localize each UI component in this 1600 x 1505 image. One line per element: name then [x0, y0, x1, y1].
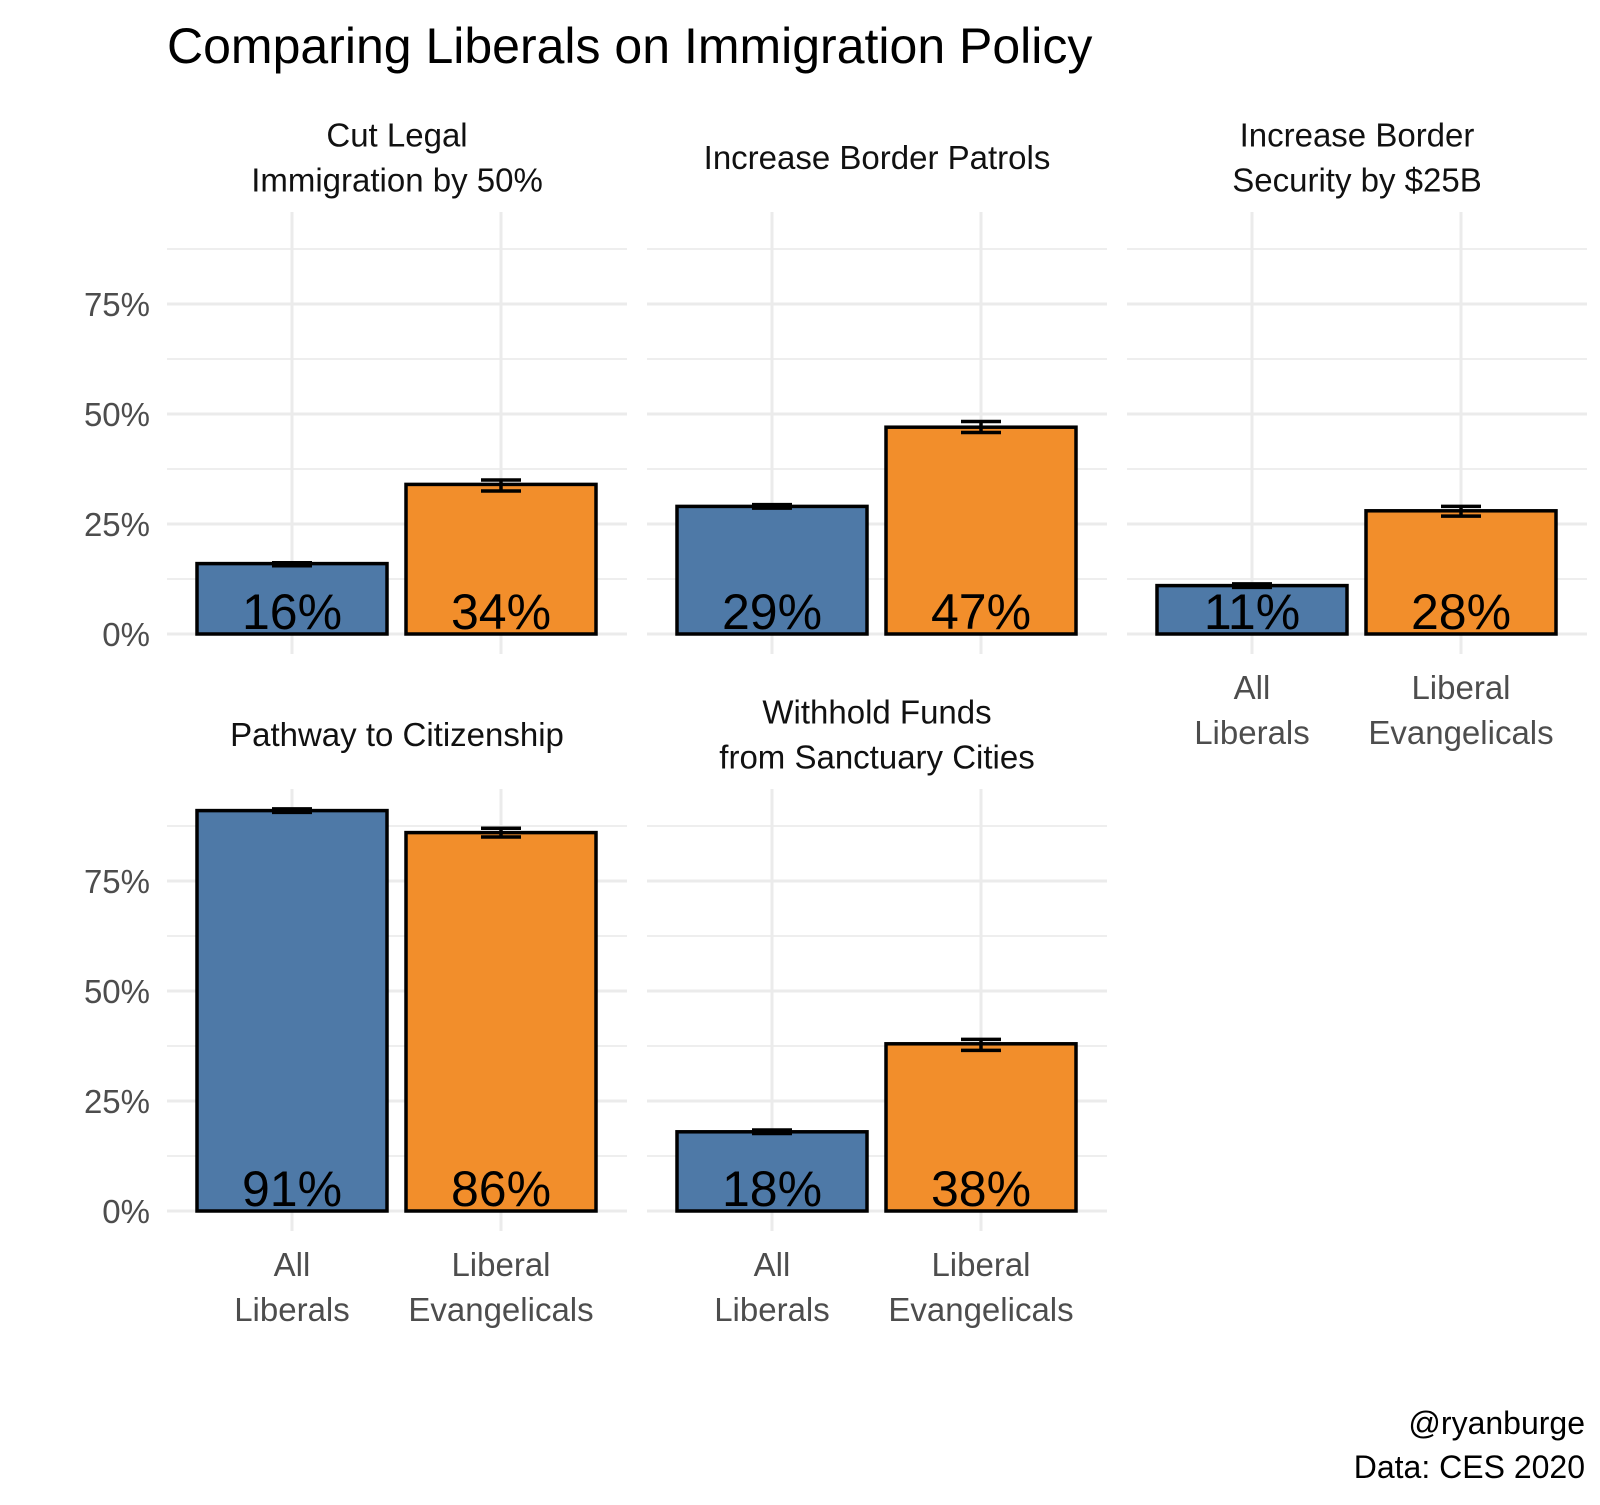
caption-source: Data: CES 2020	[1354, 1449, 1585, 1485]
x-tick-label: Liberal	[451, 1246, 550, 1283]
y-tick-label: 0%	[102, 1193, 150, 1230]
x-tick-label: Evangelicals	[1368, 714, 1553, 751]
bar	[1364, 509, 1558, 636]
bar	[404, 830, 598, 1213]
facet-title: Withhold Funds	[762, 694, 991, 731]
bar	[884, 1042, 1078, 1213]
bar-value-label: 34%	[451, 584, 551, 640]
bar-value-label: 47%	[931, 584, 1031, 640]
y-tick-label: 0%	[102, 616, 150, 653]
bar-value-label: 28%	[1411, 584, 1511, 640]
x-tick-label: All	[754, 1246, 791, 1283]
facet-title: Cut Legal	[326, 117, 467, 154]
x-tick-label: Liberals	[234, 1291, 350, 1328]
chart-title: Comparing Liberals on Immigration Policy	[167, 18, 1092, 74]
facet-title: Security by $25B	[1232, 162, 1481, 199]
facet-panel: Cut Legal Immigration by 50% 0% 25% 50% 75% 16…	[84, 117, 627, 654]
y-tick-label: 50%	[84, 973, 150, 1010]
y-tick-label: 25%	[84, 506, 150, 543]
y-tick-label: 75%	[84, 863, 150, 900]
facet-panel: Increase Border Patrols 29% 47%	[647, 139, 1107, 654]
x-tick-label: Liberal	[1411, 669, 1510, 706]
facet-panel: Withhold Funds from Sanctuary Cities 18% 38…	[647, 694, 1107, 1328]
y-tick-label: 25%	[84, 1083, 150, 1120]
bar-value-label: 16%	[242, 584, 342, 640]
bar-value-label: 91%	[242, 1161, 342, 1217]
x-tick-label: All	[274, 1246, 311, 1283]
bar	[675, 1130, 869, 1213]
bar	[404, 482, 598, 636]
caption-author: @ryanburge	[1408, 1405, 1585, 1441]
bar-value-label: 11%	[1204, 584, 1300, 640]
facet-title: Pathway to Citizenship	[230, 716, 564, 753]
x-tick-label: All	[1234, 669, 1271, 706]
x-tick-label: Evangelicals	[408, 1291, 593, 1328]
y-tick-label: 75%	[84, 286, 150, 323]
x-tick-label: Evangelicals	[888, 1291, 1073, 1328]
bar-value-label: 29%	[722, 584, 822, 640]
bar	[195, 808, 389, 1213]
bar-value-label: 86%	[451, 1161, 551, 1217]
facet-title: Increase Border Patrols	[704, 139, 1051, 176]
x-tick-label: Liberal	[931, 1246, 1030, 1283]
facet-panel: Pathway to Citizenship 0% 25% 50% 75% 91% 86% A…	[84, 716, 627, 1328]
bar-value-label: 38%	[931, 1161, 1031, 1217]
facet-title: from Sanctuary Cities	[719, 739, 1034, 776]
facet-title: Increase Border	[1240, 117, 1475, 154]
bar-value-label: 18%	[722, 1161, 822, 1217]
facet-panel: Increase Border Security by $25B 11% 28% All…	[1127, 117, 1587, 751]
x-tick-label: Liberals	[1194, 714, 1310, 751]
bar	[675, 504, 869, 636]
y-tick-label: 50%	[84, 396, 150, 433]
facet-panels: Cut Legal Immigration by 50% 0% 25% 50% 75% 16…	[84, 117, 1587, 1328]
x-tick-label: Liberals	[714, 1291, 830, 1328]
facet-title: Immigration by 50%	[251, 162, 543, 199]
